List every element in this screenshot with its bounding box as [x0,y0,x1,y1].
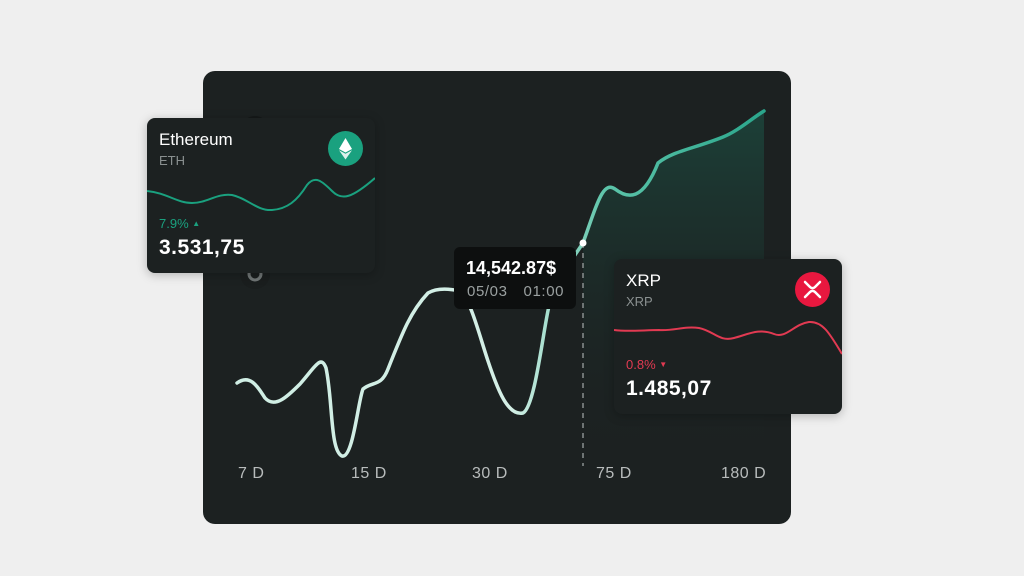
x-axis-label-15d[interactable]: 15 D [351,465,387,482]
tooltip-datetime: 05/03 01:00 [467,283,564,300]
tooltip-time: 01:00 [523,283,565,300]
coin-price: 3.531,75 [159,236,245,259]
xrp-icon [795,272,830,307]
ethereum-sparkline [147,177,375,212]
coin-name: Ethereum [159,130,233,149]
tooltip-value: 14,542.87$ [466,258,557,278]
coin-ticker: ETH [159,153,185,168]
price-change: 0.8% ▼ [626,357,667,372]
ethereum-card[interactable]: Ethereum ETH 7.9% ▲ 3.531,75 [147,118,375,273]
arrow-up-icon: ▲ [192,219,201,228]
xrp-sparkline [614,320,842,355]
tooltip-date: 05/03 [467,283,508,300]
price-tooltip: 14,542.87$ 05/03 01:00 [454,247,576,309]
coin-ticker: XRP [626,294,653,309]
price-change: 7.9% ▲ [159,216,200,231]
cursor-point [579,239,587,247]
change-value: 7.9% [159,216,189,231]
x-axis-label-180d[interactable]: 180 D [721,465,767,482]
x-axis-label-7d[interactable]: 7 D [238,465,265,482]
x-axis-label-75d[interactable]: 75 D [596,465,632,482]
x-axis-label-30d[interactable]: 30 D [472,465,508,482]
arrow-down-icon: ▼ [659,360,668,369]
ethereum-icon [328,131,363,166]
xrp-card[interactable]: XRP XRP 0.8% ▼ 1.485,07 [614,259,842,414]
coin-name: XRP [626,271,661,290]
change-value: 0.8% [626,357,656,372]
coin-price: 1.485,07 [626,377,712,400]
